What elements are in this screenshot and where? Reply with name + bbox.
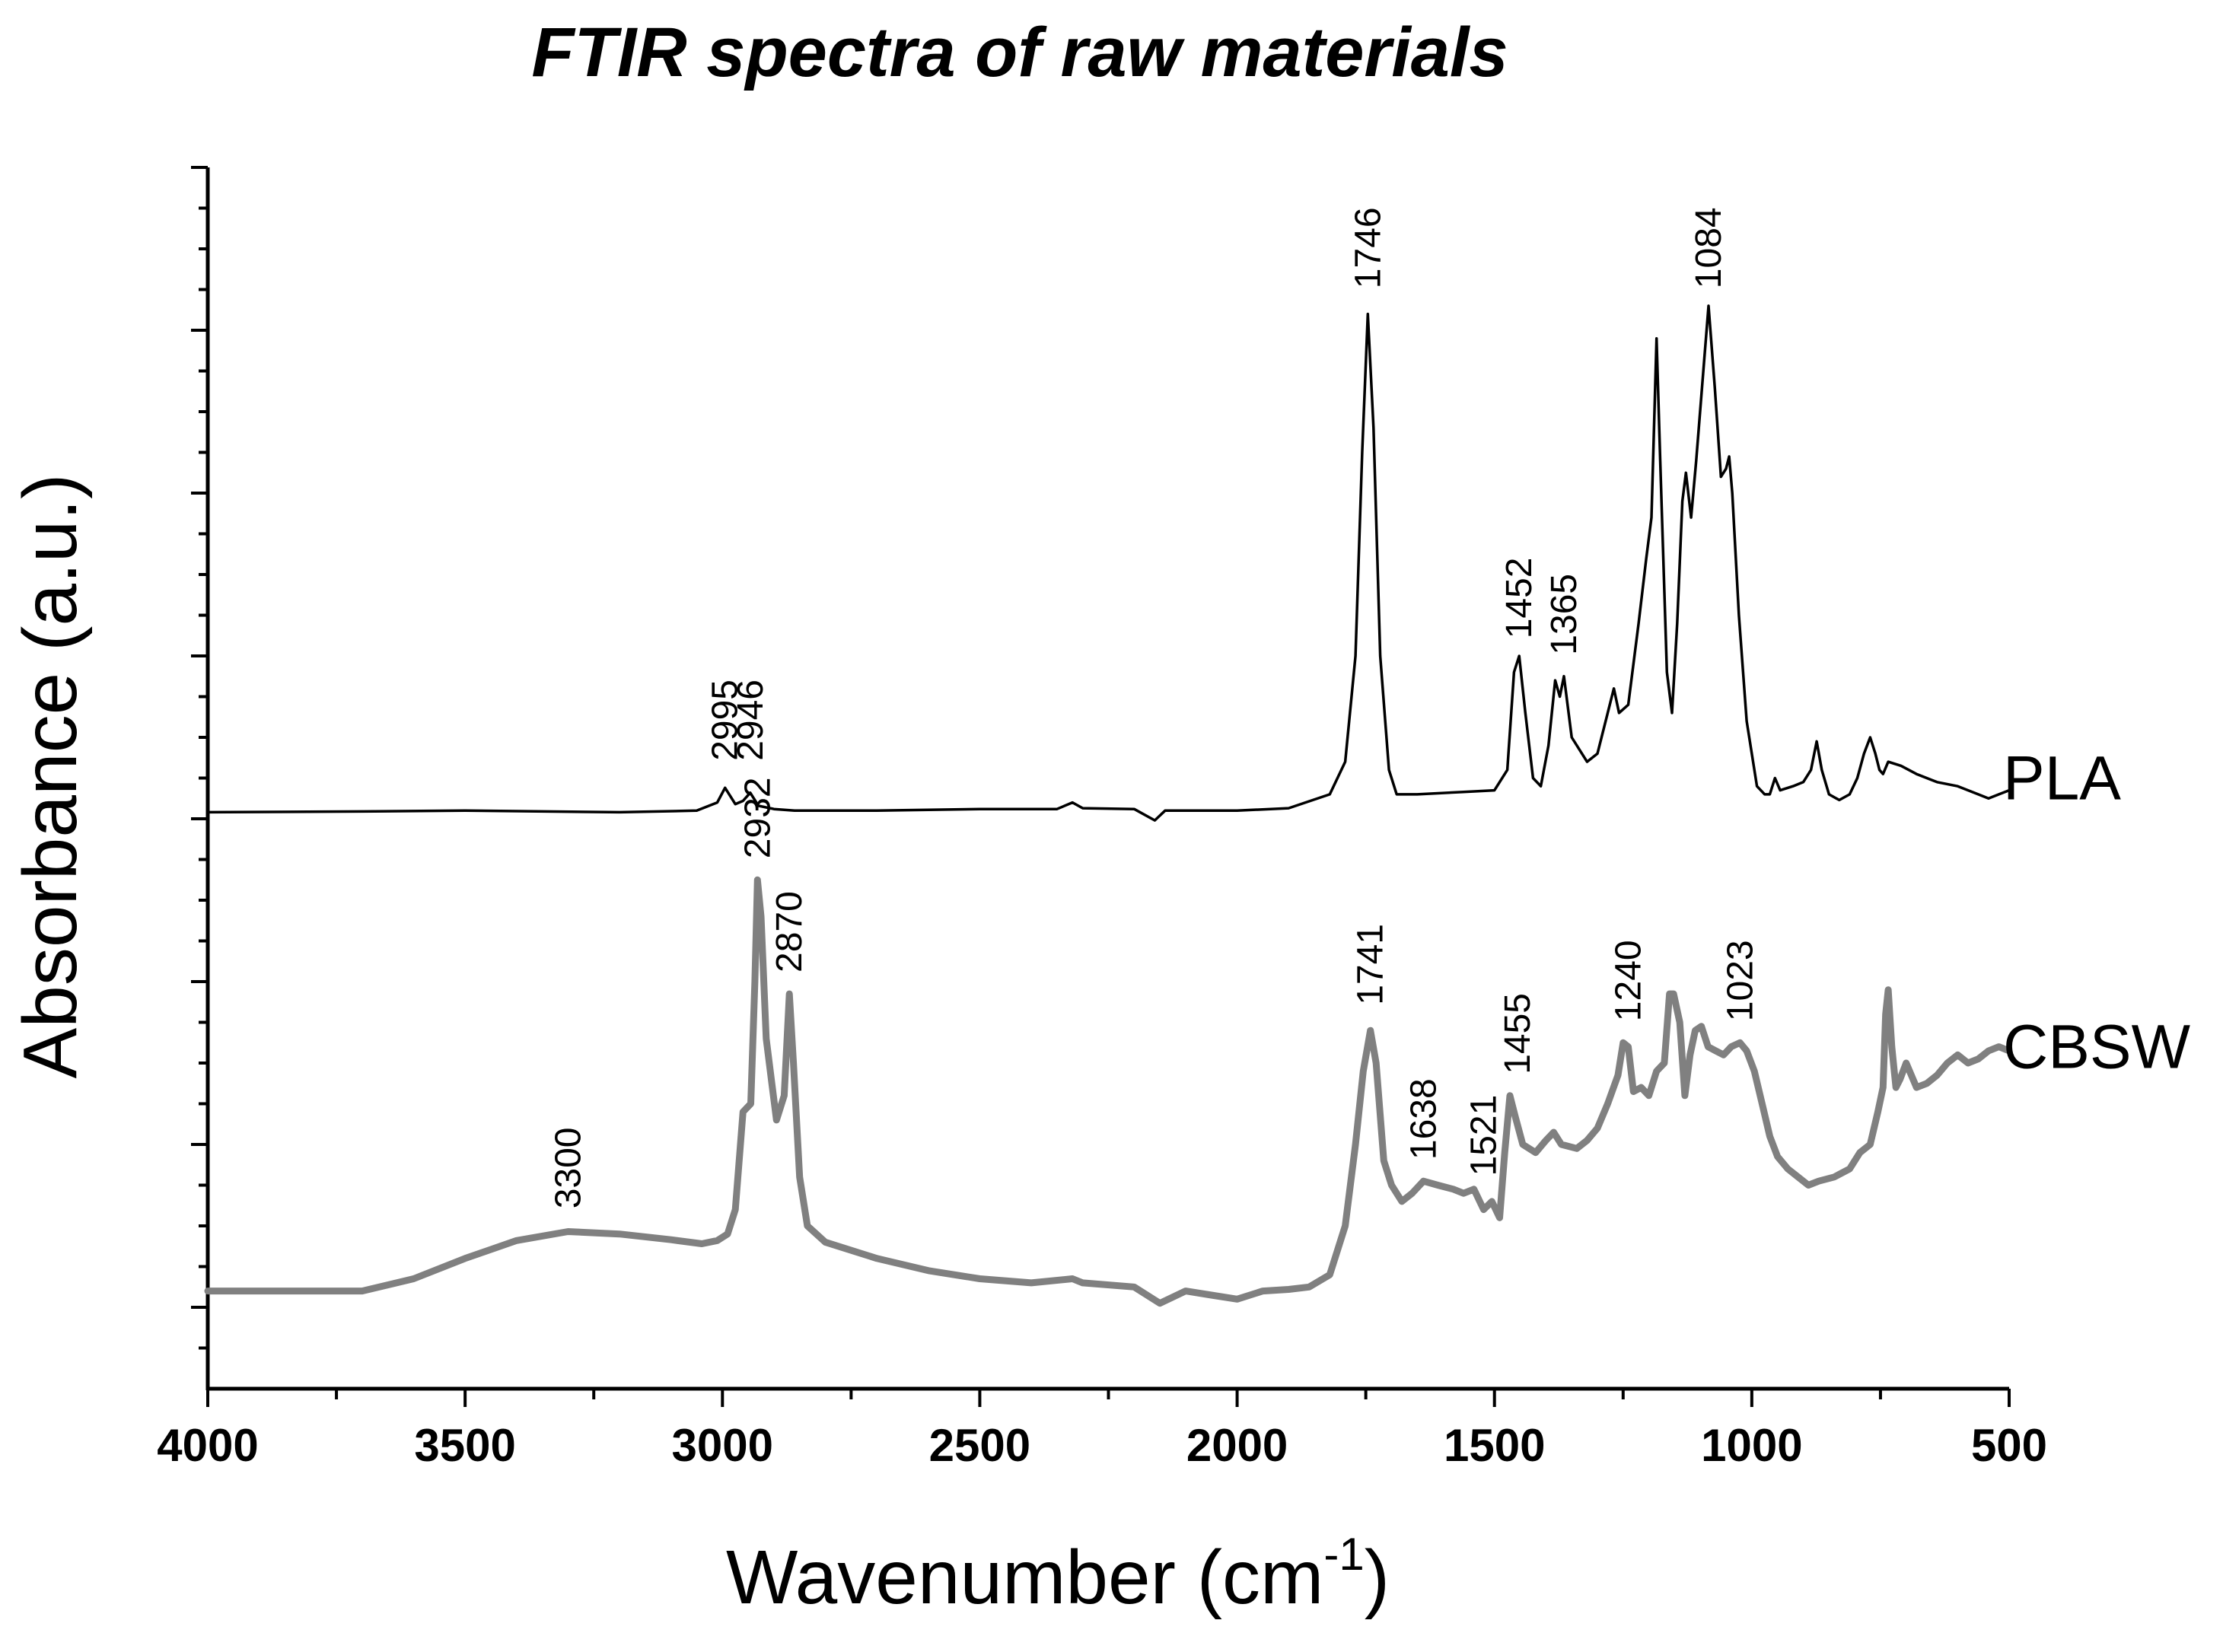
x-axis-label-close: ) — [1365, 1535, 1390, 1620]
peak-label: 3300 — [548, 1128, 588, 1209]
peak-label: 1521 — [1464, 1095, 1505, 1176]
x-tick-label: 500 — [1971, 1420, 2047, 1471]
peak-label: 1455 — [1498, 993, 1538, 1074]
y-axis-label: Absorbance (a.u.) — [8, 474, 93, 1079]
x-tick-label: 2500 — [929, 1420, 1030, 1471]
chart-title: FTIR spectra of raw materials — [531, 14, 1508, 91]
x-axis-label-superscript: -1 — [1323, 1529, 1364, 1580]
series-lines — [204, 304, 2013, 1307]
peak-label: 1741 — [1351, 924, 1391, 1005]
peak-label: 2946 — [731, 680, 771, 761]
x-axis-label: Wavenumber (cm-1) — [726, 1529, 1390, 1620]
x-ticks — [206, 1389, 2011, 1407]
peak-label: 2995 — [705, 680, 746, 761]
series-label: PLA — [2003, 744, 2121, 813]
series-line-cbsw — [204, 876, 2013, 1307]
series-labels: PLA CBSW — [2003, 744, 2191, 1082]
x-tick-label: 3000 — [672, 1420, 773, 1471]
x-tick-label: 1000 — [1701, 1420, 1802, 1471]
peak-label: 1452 — [1499, 558, 1540, 639]
x-tick-label: 4000 — [157, 1420, 258, 1471]
peak-label: 1638 — [1403, 1078, 1444, 1160]
series-label: CBSW — [2003, 1013, 2191, 1082]
peak-label: 1746 — [1348, 207, 1388, 288]
x-tick-label: 3500 — [414, 1420, 515, 1471]
peak-label: 2870 — [769, 891, 810, 972]
peak-label: 1240 — [1609, 940, 1649, 1021]
peak-label: 1084 — [1689, 207, 1729, 288]
x-tick-label: 2000 — [1186, 1420, 1288, 1471]
axes — [205, 167, 2009, 1391]
peak-label: 1023 — [1720, 940, 1760, 1021]
y-ticks — [191, 166, 208, 1350]
peak-label: 2932 — [737, 777, 778, 858]
series-line-pla — [206, 304, 2011, 822]
x-axis-label-text: Wavenumber (cm — [726, 1535, 1323, 1620]
x-tick-labels: 4000 3500 3000 2500 2000 1500 1000 500 — [157, 1420, 2047, 1471]
peak-label: 1365 — [1544, 574, 1584, 655]
x-tick-label: 1500 — [1444, 1420, 1545, 1471]
